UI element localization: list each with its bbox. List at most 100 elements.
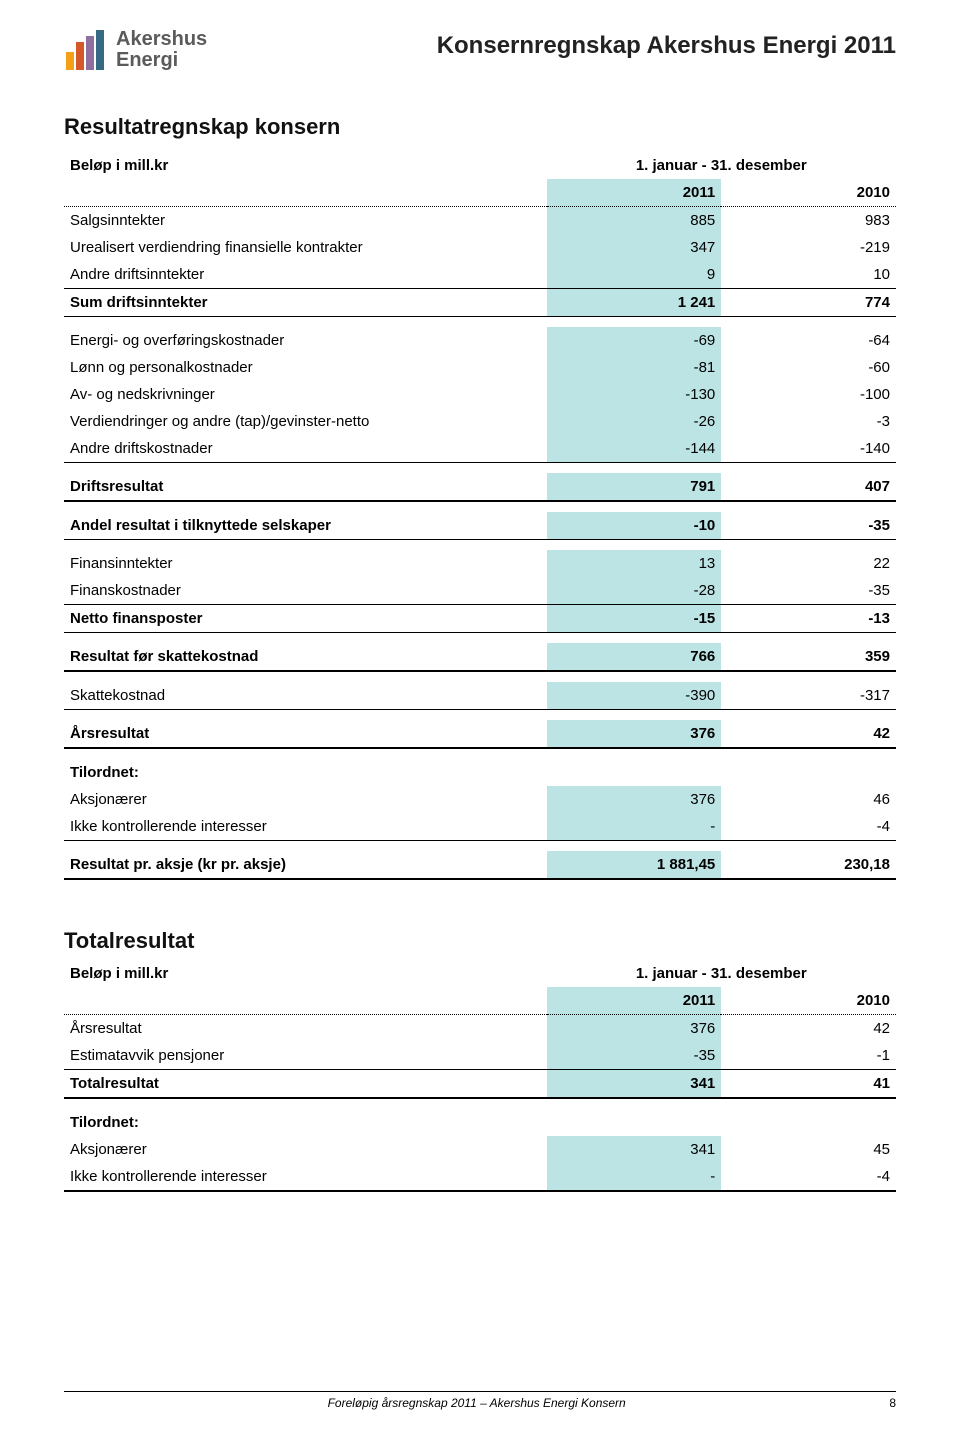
row-value-2010: -60 [721, 354, 896, 381]
page: Akershus Energi Konsernregnskap Akershus… [0, 0, 960, 1442]
row-value-2011: 9 [547, 261, 722, 289]
row-value-2010: 42 [721, 720, 896, 748]
table-row: Aksjonærer34145 [64, 1136, 896, 1163]
table-row: Andre driftsinntekter910 [64, 261, 896, 289]
row-value-2010: 41 [721, 1070, 896, 1099]
row-value-2011: 347 [547, 234, 722, 261]
row-value-2010: -100 [721, 381, 896, 408]
row-value-2010 [721, 1109, 896, 1136]
row-value-2011: 376 [547, 1015, 722, 1043]
row-value-2010: -13 [721, 605, 896, 633]
page-header: Akershus Energi Konsernregnskap Akershus… [64, 28, 896, 72]
row-label: Estimatavvik pensjoner [64, 1042, 547, 1070]
unit-label-2: Beløp i mill.kr [64, 960, 547, 987]
row-value-2011: -144 [547, 435, 722, 463]
row-value-2010: 42 [721, 1015, 896, 1043]
footer-text: Foreløpig årsregnskap 2011 – Akershus En… [64, 1396, 889, 1410]
row-value-2011: 1 881,45 [547, 851, 722, 879]
row-value-2010: -4 [721, 813, 896, 841]
row-label: Skattekostnad [64, 682, 547, 710]
row-label: Energi- og overføringskostnader [64, 327, 547, 354]
table-row: Aksjonærer37646 [64, 786, 896, 813]
row-value-2010 [721, 759, 896, 786]
row-value-2010: -1 [721, 1042, 896, 1070]
row-label: Tilordnet: [64, 1109, 547, 1136]
table-row: Tilordnet: [64, 1109, 896, 1136]
logo-line2: Energi [116, 50, 207, 71]
table-row: Finansinntekter1322 [64, 550, 896, 577]
table-row: Verdiendringer og andre (tap)/gevinster-… [64, 408, 896, 435]
row-label: Lønn og personalkostnader [64, 354, 547, 381]
table-row: Skattekostnad-390-317 [64, 682, 896, 710]
row-value-2010: 22 [721, 550, 896, 577]
row-value-2011: 376 [547, 786, 722, 813]
table-row: Andel resultat i tilknyttede selskaper-1… [64, 512, 896, 540]
row-value-2010: -64 [721, 327, 896, 354]
table-row: Driftsresultat791407 [64, 473, 896, 501]
logo-line1: Akershus [116, 29, 207, 50]
table-row: Resultat pr. aksje (kr pr. aksje)1 881,4… [64, 851, 896, 879]
row-label: Resultat pr. aksje (kr pr. aksje) [64, 851, 547, 879]
row-label: Salgsinntekter [64, 207, 547, 235]
row-value-2011: -390 [547, 682, 722, 710]
row-value-2011: -69 [547, 327, 722, 354]
period-row-2: Beløp i mill.kr 1. januar - 31. desember [64, 960, 896, 987]
spacer-row [64, 540, 896, 551]
row-value-2011 [547, 1109, 722, 1136]
row-value-2011: -26 [547, 408, 722, 435]
table-row: Av- og nedskrivninger-130-100 [64, 381, 896, 408]
spacer-row [64, 671, 896, 682]
spacer-row [64, 710, 896, 721]
section2-title: Totalresultat [64, 928, 896, 954]
row-value-2010: 774 [721, 289, 896, 317]
col-2011-header: 2011 [547, 179, 722, 207]
col-2010-header-2: 2010 [721, 987, 896, 1015]
row-value-2011: 341 [547, 1136, 722, 1163]
row-value-2011: 885 [547, 207, 722, 235]
row-value-2011: 791 [547, 473, 722, 501]
row-label: Tilordnet: [64, 759, 547, 786]
year-header-row: 2011 2010 [64, 179, 896, 207]
section1-title: Resultatregnskap konsern [64, 114, 896, 140]
spacer-row [64, 1098, 896, 1109]
row-value-2011: -35 [547, 1042, 722, 1070]
table-row: Tilordnet: [64, 759, 896, 786]
page-footer: Foreløpig årsregnskap 2011 – Akershus En… [64, 1391, 896, 1410]
row-value-2010: 46 [721, 786, 896, 813]
row-label: Finanskostnader [64, 577, 547, 605]
year-header-row-2: 2011 2010 [64, 987, 896, 1015]
table-row: Salgsinntekter885983 [64, 207, 896, 235]
row-value-2010: -4 [721, 1163, 896, 1191]
row-value-2010: -35 [721, 512, 896, 540]
spacer-row [64, 501, 896, 512]
row-label: Totalresultat [64, 1070, 547, 1099]
table-row: Ikke kontrollerende interesser--4 [64, 1163, 896, 1191]
row-value-2010: -35 [721, 577, 896, 605]
table-row: Estimatavvik pensjoner-35-1 [64, 1042, 896, 1070]
row-label: Årsresultat [64, 720, 547, 748]
row-value-2010: 359 [721, 643, 896, 671]
document-title: Konsernregnskap Akershus Energi 2011 [227, 32, 896, 60]
table-row: Finanskostnader-28-35 [64, 577, 896, 605]
row-label: Aksjonærer [64, 1136, 547, 1163]
table-row: Netto finansposter-15-13 [64, 605, 896, 633]
spacer-row [64, 463, 896, 474]
spacer-row [64, 748, 896, 759]
table-row: Årsresultat37642 [64, 1015, 896, 1043]
spacer-row [64, 317, 896, 328]
total-result-table: Beløp i mill.kr 1. januar - 31. desember… [64, 960, 896, 1192]
table-row: Totalresultat34141 [64, 1070, 896, 1099]
logo-icon [64, 28, 108, 72]
row-label: Ikke kontrollerende interesser [64, 813, 547, 841]
row-value-2010: 10 [721, 261, 896, 289]
row-value-2011: -130 [547, 381, 722, 408]
row-value-2011: -81 [547, 354, 722, 381]
row-value-2011: - [547, 813, 722, 841]
row-value-2011: -15 [547, 605, 722, 633]
row-value-2010: 230,18 [721, 851, 896, 879]
row-label: Sum driftsinntekter [64, 289, 547, 317]
row-label: Verdiendringer og andre (tap)/gevinster-… [64, 408, 547, 435]
row-label: Driftsresultat [64, 473, 547, 501]
unit-label: Beløp i mill.kr [64, 152, 547, 179]
period-label-2: 1. januar - 31. desember [547, 960, 896, 987]
